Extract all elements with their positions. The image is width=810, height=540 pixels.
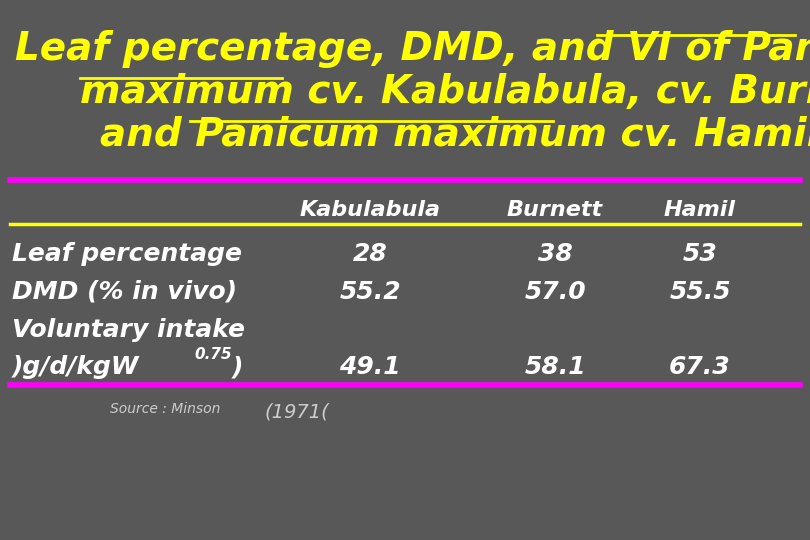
Text: Leaf percentage, DMD, and VI of Panicum: Leaf percentage, DMD, and VI of Panicum [15,30,810,68]
Text: 53: 53 [683,242,718,266]
Text: DMD (% in vivo): DMD (% in vivo) [12,280,237,304]
Text: and Panicum maximum cv. Hamil: and Panicum maximum cv. Hamil [100,116,810,154]
Text: Leaf percentage: Leaf percentage [12,242,242,266]
Text: 28: 28 [352,242,387,266]
Text: 67.3: 67.3 [669,355,731,379]
Text: (1971(: (1971( [265,402,330,421]
Text: Burnett: Burnett [507,200,603,220]
Text: Source : Minson: Source : Minson [110,402,220,416]
Text: )g/d/kgW: )g/d/kgW [12,355,139,379]
Text: Kabulabula: Kabulabula [300,200,441,220]
Text: 38: 38 [538,242,573,266]
Text: 58.1: 58.1 [524,355,586,379]
Text: 55.2: 55.2 [339,280,401,304]
Text: 55.5: 55.5 [669,280,731,304]
Text: 49.1: 49.1 [339,355,401,379]
Text: Hamil: Hamil [664,200,736,220]
Text: 0.75: 0.75 [194,347,232,362]
Text: 57.0: 57.0 [524,280,586,304]
Text: maximum cv. Kabulabula, cv. Burnett: maximum cv. Kabulabula, cv. Burnett [80,73,810,111]
Text: Voluntary intake: Voluntary intake [12,318,245,342]
Text: ): ) [232,355,243,379]
